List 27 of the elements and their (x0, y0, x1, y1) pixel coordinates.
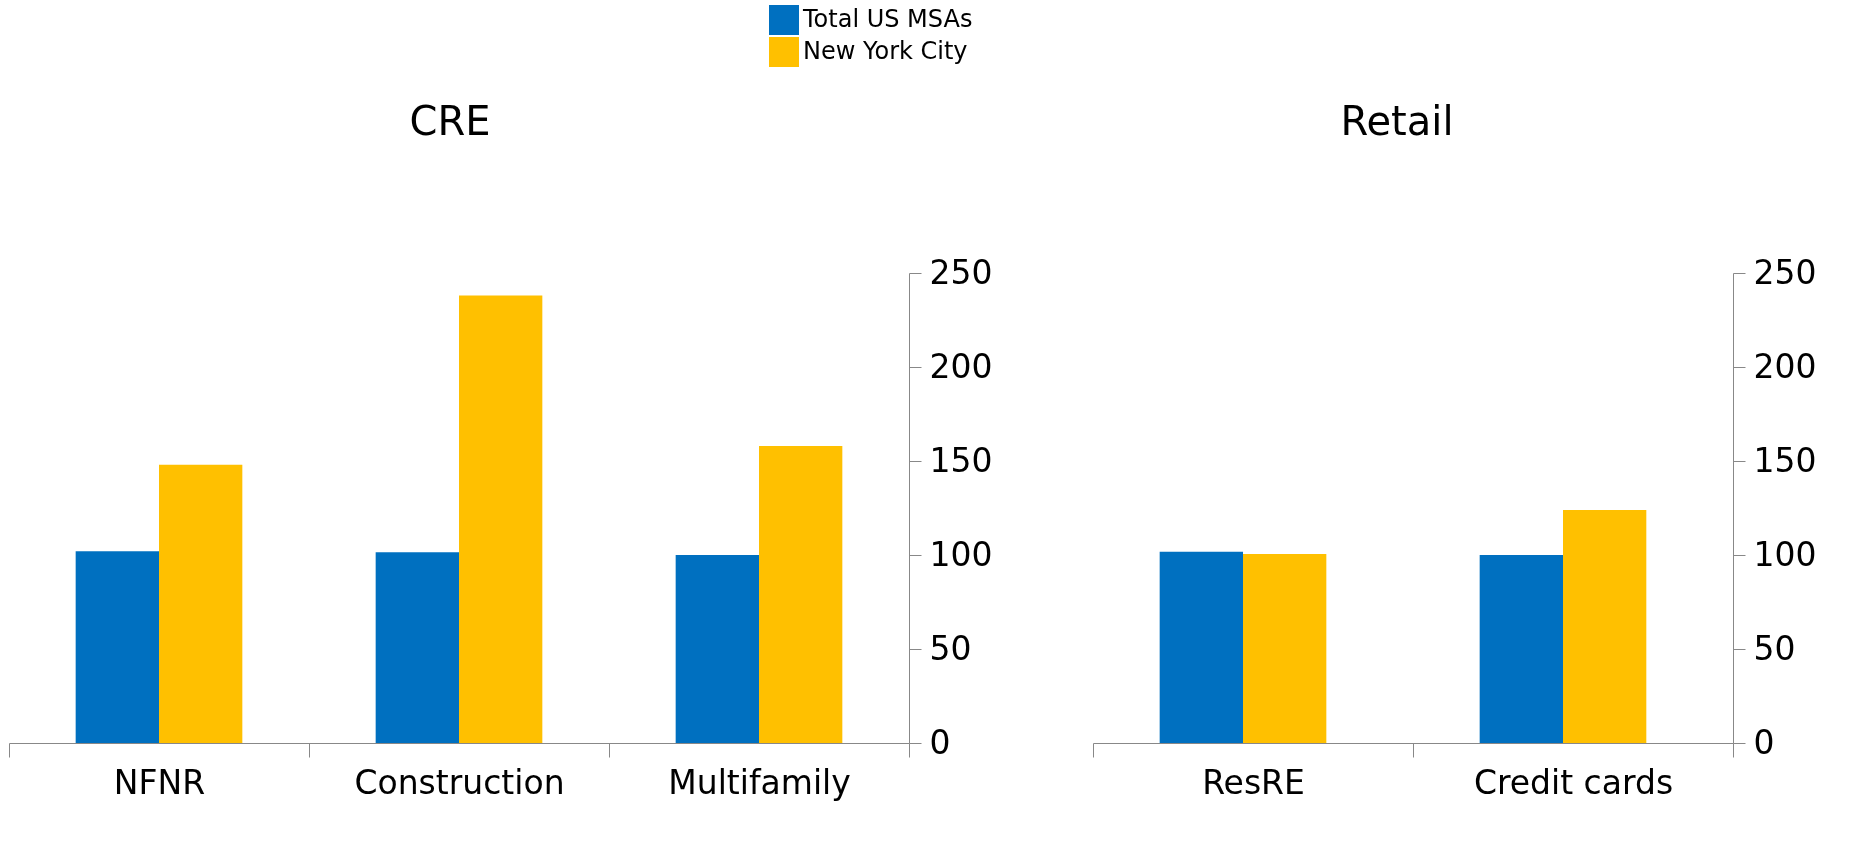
y-tick-label: 250 (929, 252, 993, 292)
y-tick-label: 150 (1753, 440, 1817, 480)
bar (759, 445, 843, 743)
bar (75, 551, 159, 743)
bar (375, 552, 459, 743)
y-tick-label: 100 (1753, 534, 1817, 574)
chart-title: Retail (1340, 98, 1454, 144)
y-tick-label: 100 (929, 534, 993, 574)
y-tick-label: 200 (929, 346, 993, 386)
y-tick-label: 50 (929, 628, 972, 668)
y-tick-label: 50 (1753, 628, 1796, 668)
bar (159, 464, 243, 743)
x-tick-label: Construction (354, 762, 565, 802)
bar (675, 555, 759, 743)
y-tick-label: 0 (1753, 722, 1775, 762)
legend-label: New York City (803, 37, 968, 65)
y-tick-label: 150 (929, 440, 993, 480)
x-tick-label: ResRE (1202, 762, 1305, 802)
x-tick-label: NFNR (113, 762, 206, 802)
chart-title: CRE (409, 98, 491, 144)
y-tick-label: 250 (1753, 252, 1817, 292)
x-tick-label: Multifamily (668, 762, 851, 802)
bar (459, 295, 543, 743)
legend-label: Total US MSAs (802, 5, 973, 33)
x-tick-label: Credit cards (1473, 762, 1674, 802)
y-tick-label: 0 (929, 722, 951, 762)
y-tick-label: 200 (1753, 346, 1817, 386)
